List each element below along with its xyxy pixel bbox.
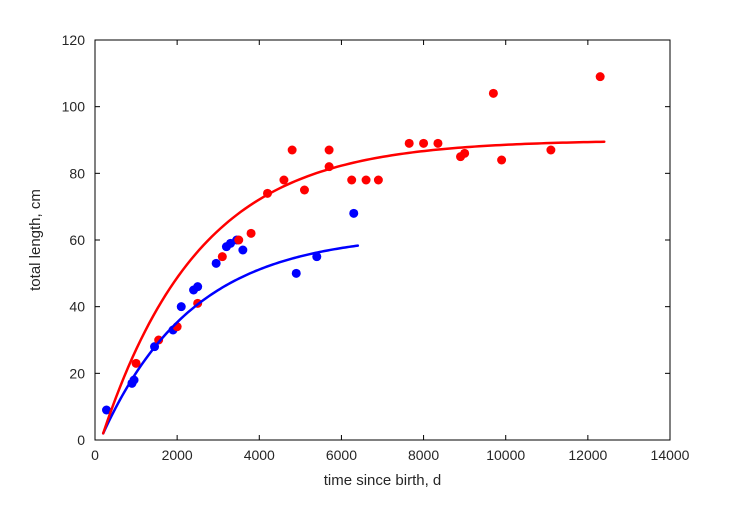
y-tick-label: 0 xyxy=(77,432,85,448)
x-tick-label: 6000 xyxy=(326,447,357,463)
red-curve xyxy=(103,142,604,434)
y-axis-label: total length, cm xyxy=(27,189,44,291)
red-points-marker xyxy=(325,146,334,155)
red-points-marker xyxy=(460,149,469,158)
red-points-marker xyxy=(497,156,506,165)
red-points-marker xyxy=(546,146,555,155)
x-tick-label: 2000 xyxy=(162,447,193,463)
y-tick-label: 80 xyxy=(69,165,85,181)
red-points-marker xyxy=(362,176,371,185)
red-points-marker xyxy=(247,229,256,238)
x-tick-label: 10000 xyxy=(486,447,525,463)
blue-points-marker xyxy=(292,269,301,278)
blue-points-marker xyxy=(193,282,202,291)
x-tick-label: 0 xyxy=(91,447,99,463)
blue-points-marker xyxy=(238,246,247,255)
blue-points-marker xyxy=(177,302,186,311)
y-tick-label: 120 xyxy=(62,32,86,48)
x-tick-label: 8000 xyxy=(408,447,439,463)
plot-box xyxy=(95,40,670,440)
x-tick-label: 14000 xyxy=(651,447,690,463)
y-tick-label: 100 xyxy=(62,99,86,115)
red-points-marker xyxy=(596,72,605,81)
x-tick-label: 4000 xyxy=(244,447,275,463)
red-points-marker xyxy=(234,236,243,245)
red-points-marker xyxy=(300,186,309,195)
x-tick-label: 12000 xyxy=(568,447,607,463)
red-points-marker xyxy=(433,139,442,148)
red-points-marker xyxy=(279,176,288,185)
y-tick-label: 60 xyxy=(69,232,85,248)
red-points-marker xyxy=(218,252,227,261)
red-points-marker xyxy=(419,139,428,148)
red-points-marker xyxy=(288,146,297,155)
blue-points-marker xyxy=(212,259,221,268)
red-points-marker xyxy=(347,176,356,185)
x-axis-label: time since birth, d xyxy=(324,472,442,489)
red-points-marker xyxy=(489,89,498,98)
red-points-marker xyxy=(374,176,383,185)
y-tick-label: 20 xyxy=(69,365,85,381)
growth-chart: 0 2000 4000 6000 8000 10000 12000 14000 0 20 40 60 8… xyxy=(0,0,729,521)
chart-container: 0 2000 4000 6000 8000 10000 12000 14000 0 20 40 60 8… xyxy=(0,0,729,521)
blue-points-marker xyxy=(349,209,358,218)
red-points-marker xyxy=(405,139,414,148)
y-tick-label: 40 xyxy=(69,299,85,315)
